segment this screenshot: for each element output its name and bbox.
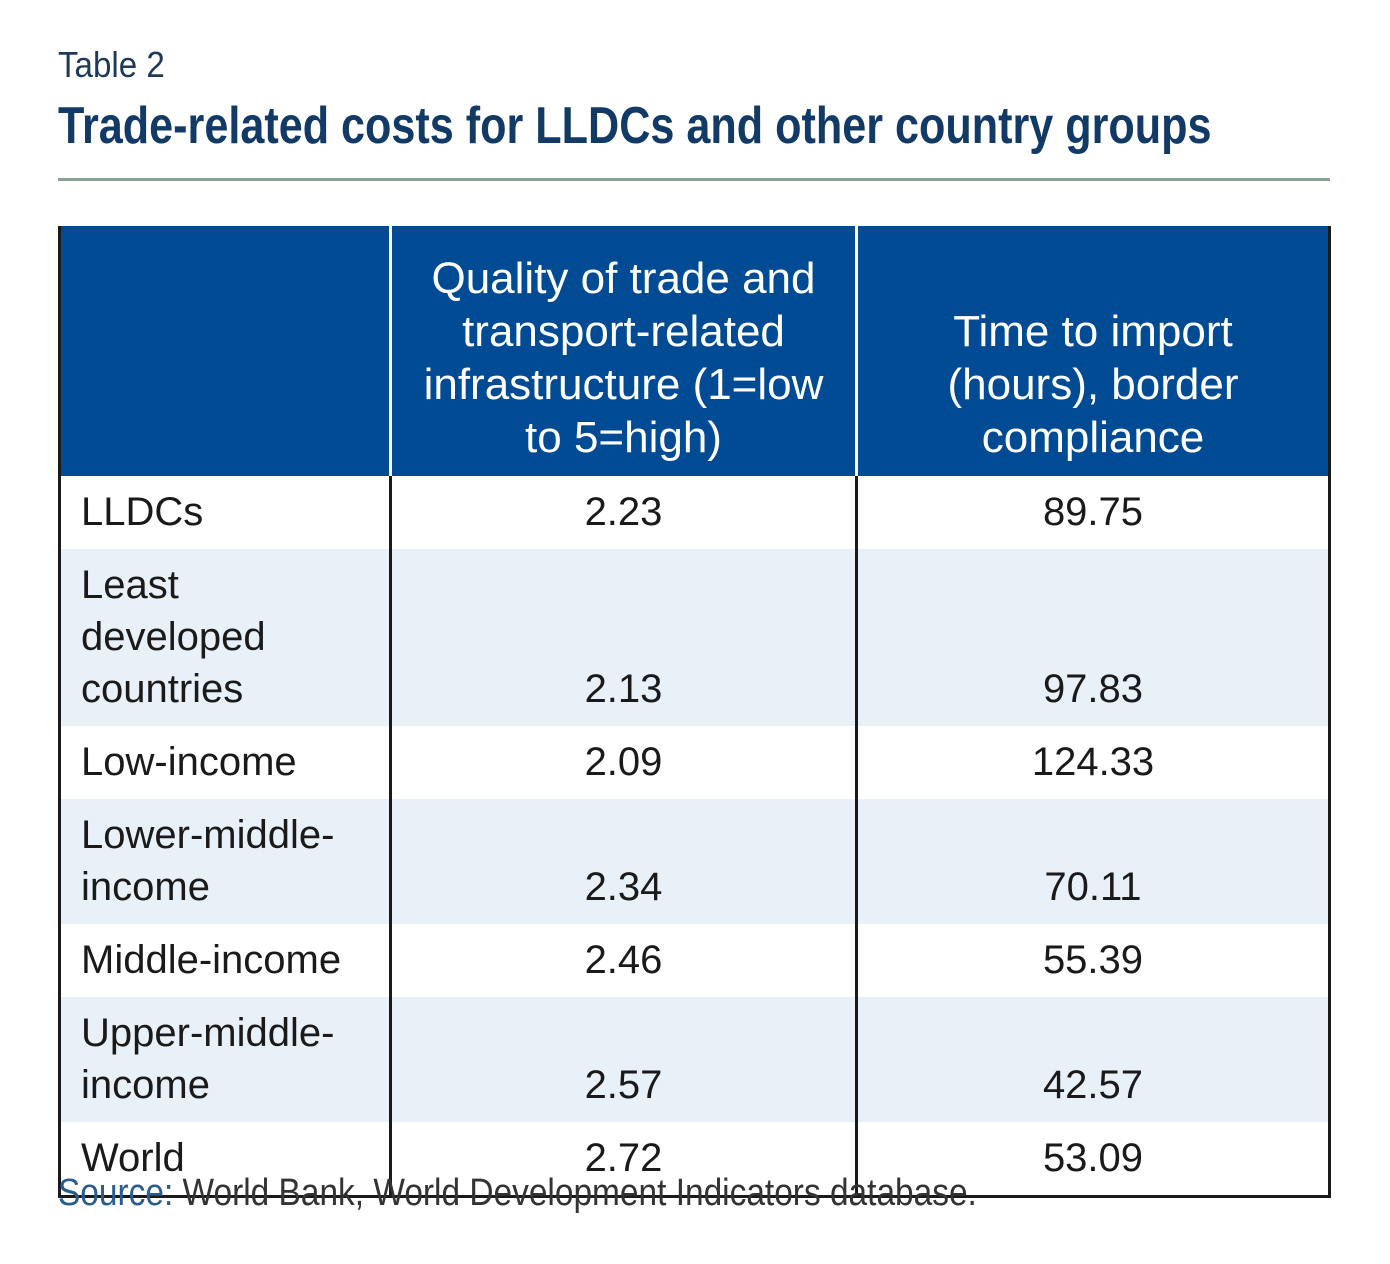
time-cell: 70.11: [855, 799, 1330, 924]
table-row: Least developed countries 2.13 97.83: [59, 549, 1330, 726]
column-header-time: Time to import (hours), border complianc…: [855, 226, 1330, 476]
source-label: Source:: [58, 1172, 174, 1214]
row-label: Least developed countries: [59, 549, 391, 726]
title-divider: [58, 178, 1330, 181]
table-row: Lower-middle-income 2.34 70.11: [59, 799, 1330, 924]
source-text: World Bank, World Development Indicators…: [182, 1172, 977, 1214]
quality-cell: 2.57: [389, 997, 857, 1122]
time-cell: 89.75: [855, 476, 1330, 549]
quality-cell: 2.46: [389, 924, 857, 997]
column-header-quality: Quality of trade and transport-related i…: [389, 226, 857, 476]
table-row: LLDCs 2.23 89.75: [60, 476, 1330, 549]
quality-cell: 2.13: [389, 549, 857, 726]
table-label: Table 2: [58, 44, 165, 85]
table-row: Upper-middle-income 2.57 42.57: [59, 997, 1330, 1122]
source-note: Source: World Bank, World Development In…: [58, 1172, 977, 1215]
time-cell: 124.33: [855, 726, 1330, 799]
row-label: World: [81, 1136, 185, 1180]
row-label: Upper-middle-income: [59, 997, 391, 1122]
column-header-group: [59, 226, 391, 476]
time-cell: 97.83: [855, 549, 1330, 726]
table-row: Middle-income 2.46 55.39: [60, 924, 1330, 997]
quality-cell: 2.23: [389, 476, 857, 549]
table-row: World 2.72 53.09: [60, 1122, 1330, 1197]
table-title: Trade-related costs for LLDCs and other …: [58, 97, 1212, 155]
quality-cell: 2.09: [389, 726, 857, 799]
row-label: Low-income: [81, 740, 297, 784]
quality-cell: 2.72: [389, 1122, 857, 1197]
table-header-row: Quality of trade and transport-related i…: [59, 226, 1330, 476]
time-cell: 42.57: [855, 997, 1330, 1122]
time-cell: 53.09: [855, 1122, 1330, 1197]
data-table: Quality of trade and transport-related i…: [58, 226, 1331, 1198]
row-label: Lower-middle-income: [59, 799, 391, 924]
row-label: Middle-income: [81, 938, 342, 982]
quality-cell: 2.34: [389, 799, 857, 924]
table-row: Low-income 2.09 124.33: [60, 726, 1330, 799]
time-cell: 55.39: [855, 924, 1330, 997]
row-label: LLDCs: [81, 490, 204, 534]
